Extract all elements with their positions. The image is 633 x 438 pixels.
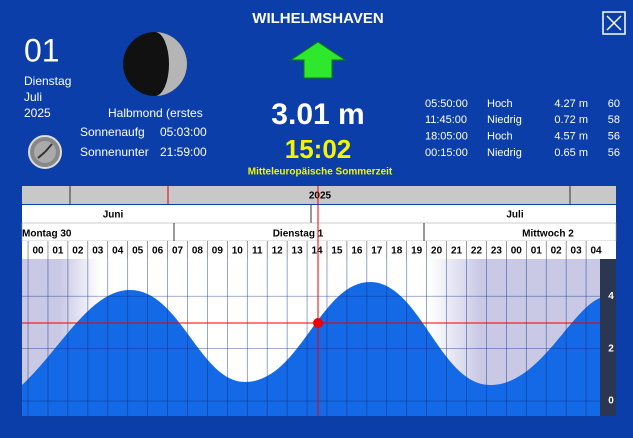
rising-arrow <box>289 41 347 79</box>
hour-label: 12 <box>272 246 284 257</box>
tide-cell: 0.72 m <box>554 114 588 126</box>
day-label: Montag 30 <box>22 229 72 240</box>
hour-label: 06 <box>152 246 164 257</box>
tide-cell: 4.57 m <box>554 131 588 143</box>
hour-label: 13 <box>292 246 304 257</box>
y-tick-label: 2 <box>608 343 614 354</box>
day-label: Mittwoch 2 <box>522 229 574 240</box>
tide-cell: 05:50:00 <box>425 98 468 110</box>
hour-label: 18 <box>391 246 403 257</box>
close-button[interactable] <box>602 11 626 35</box>
grid <box>22 259 600 416</box>
hour-label: 03 <box>92 246 104 257</box>
hour-label: 01 <box>531 246 543 257</box>
tide-cell: 60 <box>608 98 620 110</box>
tide-cell: Hoch <box>487 98 513 110</box>
sunrise-label: Sonnenaufg <box>80 125 145 139</box>
hour-label: 00 <box>32 246 44 257</box>
hour-label: 04 <box>590 246 602 257</box>
hour-label: 16 <box>351 246 363 257</box>
y-axis-labels: 0 2 4 <box>608 291 614 407</box>
tide-cell: 56 <box>608 131 620 143</box>
month-label: Juni <box>103 210 124 221</box>
hour-label: 00 <box>511 246 523 257</box>
month: Juli <box>24 90 42 104</box>
tide-cell: 00:15:00 <box>425 147 468 159</box>
hour-label: 01 <box>52 246 64 257</box>
day-number: 01 <box>24 32 60 68</box>
hour-label: 11 <box>252 246 263 257</box>
cursor-dot <box>313 318 323 328</box>
hour-label: 03 <box>571 246 583 257</box>
tide-cell: Niedrig <box>487 114 522 126</box>
tide-cell: 56 <box>608 147 620 159</box>
weekday: Dienstag <box>24 74 71 88</box>
tide-cell: 11:45:00 <box>425 114 467 126</box>
hour-label: 19 <box>411 246 423 257</box>
title: WILHELMSHAVEN <box>252 10 383 27</box>
hour-label: 07 <box>172 246 184 257</box>
y-axis <box>600 259 616 416</box>
hour-label: 08 <box>192 246 204 257</box>
hour-label: 14 <box>311 246 323 257</box>
tide-cell: 58 <box>608 114 620 126</box>
hour-label: 17 <box>371 246 383 257</box>
sunset: 21:59:00 <box>160 145 207 159</box>
y-tick-label: 4 <box>608 291 614 302</box>
hour-label: 02 <box>72 246 84 257</box>
hour-label: 02 <box>551 246 563 257</box>
y-tick-label: 0 <box>608 396 614 407</box>
hour-label: 15 <box>331 246 343 257</box>
timeline: 2025 Juni Juli Montag 30 Dienstag 1 Mitt… <box>21 186 617 259</box>
hour-label: 09 <box>212 246 224 257</box>
current-time: 15:02 <box>285 134 352 164</box>
tide-cell: Hoch <box>487 131 513 143</box>
hour-label: 22 <box>471 246 483 257</box>
year-label: 2025 <box>309 191 332 202</box>
time-zone: Mitteleuropäische Sommerzeit <box>248 167 393 178</box>
year: 2025 <box>24 106 51 120</box>
hour-label: 20 <box>431 246 443 257</box>
hour-label: 05 <box>132 246 144 257</box>
tide-cell: Niedrig <box>487 147 522 159</box>
clock-icon[interactable] <box>28 135 62 169</box>
tide-table: 05:50:00 Hoch 4.27 m 60 11:45:00 Niedrig 0.72 … <box>425 98 620 159</box>
day-label: Dienstag 1 <box>273 229 324 240</box>
hour-label: 10 <box>232 246 244 257</box>
hour-label: 21 <box>451 246 463 257</box>
tide-cell: 4.27 m <box>554 98 588 110</box>
sunset-label: Sonnenunter <box>80 145 149 159</box>
tide-curve <box>22 282 600 416</box>
tide-cell: 18:05:00 <box>425 131 468 143</box>
moon-icon <box>123 32 187 96</box>
sunrise: 05:03:00 <box>160 125 207 139</box>
current-height: 3.01 m <box>271 98 364 131</box>
tide-cell: 0.65 m <box>554 147 588 159</box>
moon-phase: Halbmond (erstes <box>108 106 203 120</box>
hour-label: 23 <box>491 246 503 257</box>
month-label: Juli <box>506 210 523 221</box>
hour-label: 04 <box>112 246 124 257</box>
